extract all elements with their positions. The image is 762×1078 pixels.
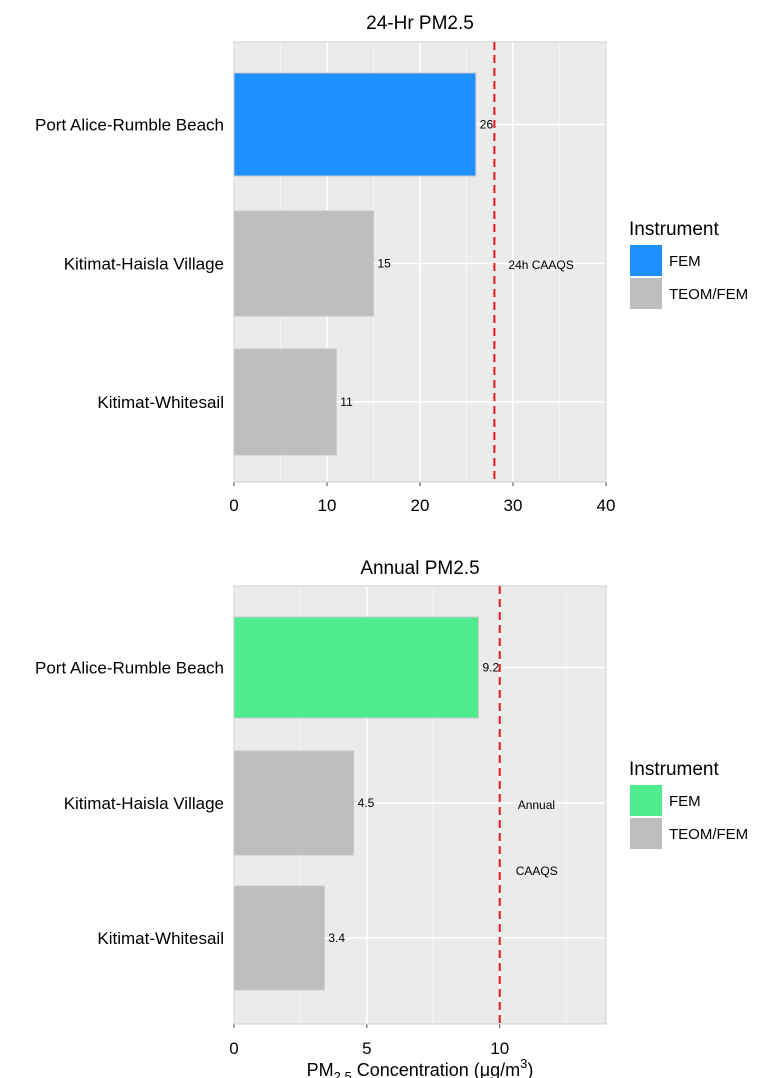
x-tick-label: 0 [229,496,238,515]
x-tick-label: 5 [362,1039,371,1058]
x-tick-label: 20 [411,496,430,515]
legend-title: Instrument [629,219,719,240]
legend-swatch [630,278,662,309]
reference-line-label: Annual [518,798,555,812]
bar-value-label: 4.5 [358,796,375,810]
x-axis-label-superscript: 3 [520,1056,527,1071]
bar-value-label: 15 [378,257,392,271]
reference-line-label: 24h CAAQS [508,258,573,272]
bar [233,616,479,719]
category-label: Kitimat-Whitesail [97,929,224,948]
x-axis-label: PM2.5 Concentration (μg/m3) [307,1056,534,1078]
x-tick-label: 10 [318,496,337,515]
x-tick-label: 40 [597,496,616,515]
category-label: Kitimat-Haisla Village [64,255,224,274]
legend-swatch [630,245,662,276]
category-label: Port Alice-Rumble Beach [35,116,224,135]
x-axis-label-subscript: 2.5 [334,1069,352,1078]
x-axis-label-part: PM [307,1060,334,1078]
legend-swatch [630,818,662,849]
bar-value-label: 3.4 [328,931,345,945]
bar [233,885,325,991]
legend-title: Instrument [629,759,719,780]
x-axis-label-part: ) [527,1060,533,1078]
chart-panel-1: 0 10 20 30 40 26 Port Alice-Rumble Beach 15 Kiti… [35,13,748,515]
bar [233,210,374,317]
reference-line-label: CAAQS [516,864,558,878]
x-tick-label: 30 [504,496,523,515]
chart-title: 24-Hr PM2.5 [366,13,474,34]
bar [233,750,355,856]
category-label: Kitimat-Haisla Village [64,794,224,813]
legend-swatch [630,785,662,816]
bar-value-label: 11 [340,395,353,409]
x-tick-label: 0 [229,1039,238,1058]
legend-label: TEOM/FEM [669,286,748,303]
category-label: Kitimat-Whitesail [97,393,224,412]
x-axis-label-part: Concentration (μg/m [352,1060,520,1078]
legend-label: FEM [669,253,701,270]
bar [233,72,477,177]
bar [233,348,337,456]
bar-value-label: 9.2 [482,661,499,675]
x-tick-label: 10 [490,1039,509,1058]
chart-panel-2: 0 5 10 9.2 Port Alice-Rumble Beach 4.5 Kitimat… [35,558,748,1078]
legend-label: TEOM/FEM [669,826,748,843]
category-label: Port Alice-Rumble Beach [35,659,224,678]
bar-value-label: 26 [480,118,494,132]
chart-title: Annual PM2.5 [360,558,479,579]
legend-label: FEM [669,793,701,810]
